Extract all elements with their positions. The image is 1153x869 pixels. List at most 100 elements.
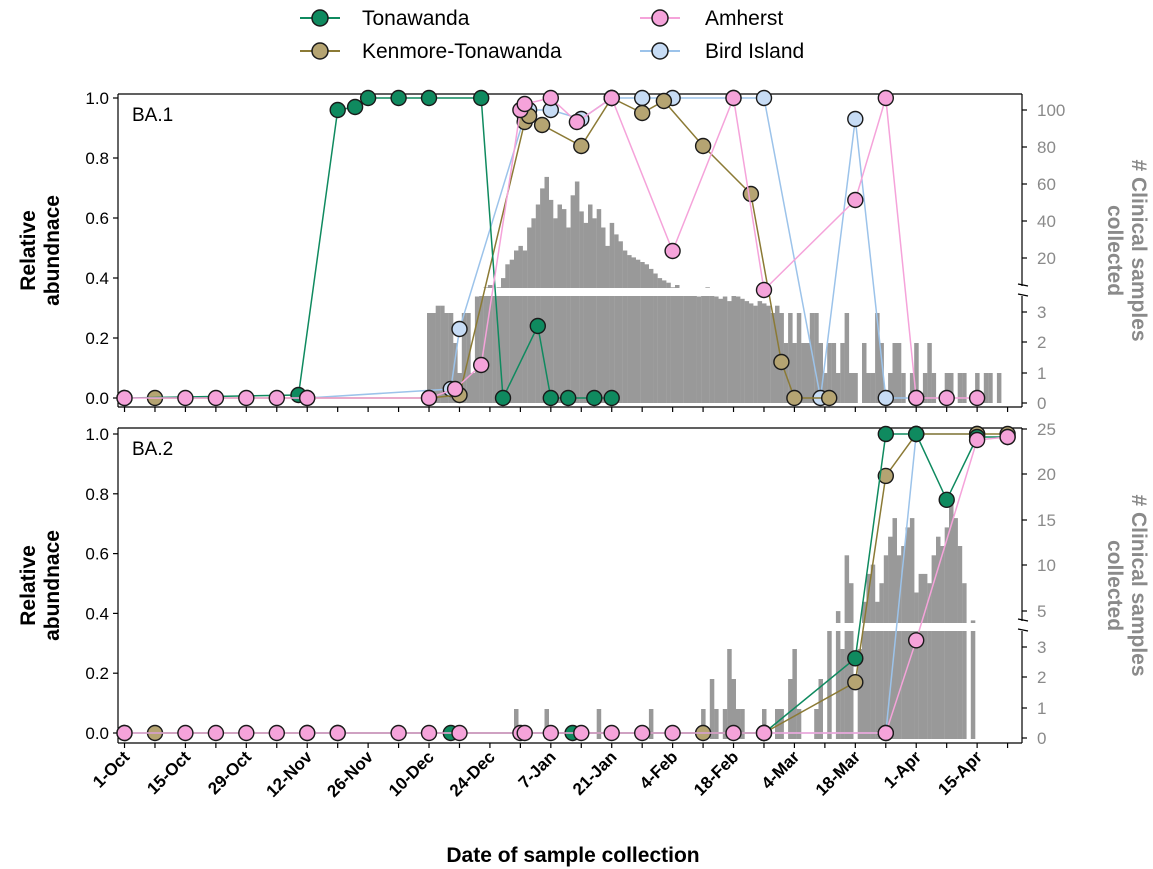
axis-break-band xyxy=(408,623,1022,631)
clinical-bar xyxy=(827,629,832,739)
y-tick-label: 0.2 xyxy=(85,329,109,348)
clinical-bar xyxy=(583,222,589,403)
data-point xyxy=(586,389,603,407)
data-point xyxy=(207,724,225,742)
right-tick-label: 2 xyxy=(1037,333,1046,352)
data-point xyxy=(773,353,790,371)
data-point xyxy=(299,724,316,742)
right-tick-label: 0 xyxy=(1037,729,1046,748)
clinical-bar xyxy=(866,573,871,739)
data-point xyxy=(999,428,1016,446)
clinical-bar xyxy=(901,373,906,403)
clinical-bar xyxy=(627,255,632,403)
data-point xyxy=(359,89,377,107)
clinical-bar xyxy=(557,204,562,403)
x-tick-label: 24-Dec xyxy=(446,747,499,800)
clinical-bar xyxy=(479,291,484,403)
x-tick-label: 10-Dec xyxy=(385,747,438,800)
legend-label-tonawanda: Tonawanda xyxy=(362,7,470,30)
data-point xyxy=(655,92,673,110)
clinical-bar xyxy=(844,555,850,739)
clinical-bar xyxy=(514,709,519,739)
right-axis-title: # Clinical samplescollected xyxy=(1103,159,1150,341)
right-tick-label: 20 xyxy=(1037,465,1056,484)
clinical-bar xyxy=(896,555,902,739)
data-point xyxy=(207,389,225,407)
clinical-bar xyxy=(818,343,823,403)
clinical-bar xyxy=(609,222,615,403)
clinical-bar xyxy=(922,573,928,739)
clinical-bar xyxy=(440,305,445,403)
x-axis-title: Date of sample collection xyxy=(446,844,699,867)
clinical-bar xyxy=(618,241,623,403)
clinical-bar xyxy=(914,592,919,739)
clinical-bar xyxy=(862,601,867,739)
clinical-bar xyxy=(666,282,671,403)
clinical-bar xyxy=(561,209,567,403)
data-point xyxy=(742,185,760,203)
clinical-bar xyxy=(875,313,880,403)
data-point xyxy=(542,389,559,407)
clinical-bar xyxy=(922,373,928,403)
clinical-bar xyxy=(931,373,937,403)
clinical-bar xyxy=(714,709,719,739)
data-point xyxy=(847,110,864,128)
clinical-bar xyxy=(453,343,458,403)
panel-ba2: 0.0 0.2 0.4 0.6 0.8 1.0 5 10 15 20 25 0 1 2 3 BA.2 Relat… xyxy=(17,420,1150,748)
clinical-bar xyxy=(474,296,480,403)
clinical-bar xyxy=(661,280,667,403)
y-tick-label: 1.0 xyxy=(85,425,109,444)
clinical-bar xyxy=(644,264,649,403)
legend-marker-tonawanda xyxy=(311,9,329,27)
clinical-bar xyxy=(975,373,980,403)
data-point xyxy=(451,724,468,742)
clinical-bar xyxy=(840,343,845,403)
right-tick-label: 2 xyxy=(1037,668,1046,687)
data-point xyxy=(694,137,712,155)
right-tick-label: 1 xyxy=(1037,364,1046,383)
y-tick-label: 0.0 xyxy=(85,389,109,408)
clinical-bar xyxy=(944,373,950,403)
x-tick-label: 15-Apr xyxy=(934,747,986,799)
series-amherst xyxy=(116,89,986,407)
clinical-bar xyxy=(862,343,867,403)
clinical-bar xyxy=(905,527,910,739)
x-tick-label: 4-Mar xyxy=(758,747,804,793)
clinical-bar xyxy=(835,611,841,739)
data-point xyxy=(847,191,864,209)
clinical-bar xyxy=(679,289,684,403)
clinical-bar xyxy=(614,234,619,403)
clinical-bar xyxy=(927,583,932,739)
clinical-bar xyxy=(757,301,763,403)
x-tick-label: 7-Jan xyxy=(515,747,560,792)
data-point xyxy=(908,425,925,443)
clinical-bar xyxy=(727,649,732,739)
clinical-bar xyxy=(631,257,636,403)
clinical-bar xyxy=(888,536,893,739)
data-point xyxy=(603,389,620,407)
clinical-bar xyxy=(535,204,541,403)
clinical-bar xyxy=(870,564,876,739)
x-tick-label: 12-Nov xyxy=(263,747,317,801)
clinical-bar xyxy=(509,259,515,403)
data-point xyxy=(420,89,438,107)
data-point xyxy=(968,431,986,449)
legend: Tonawanda Kenmore-Tonawanda Amherst Bird… xyxy=(300,7,804,63)
clinical-bar xyxy=(766,305,771,403)
data-point xyxy=(177,389,194,407)
clinical-bar xyxy=(909,373,915,403)
legend-marker-bird-island xyxy=(651,42,669,60)
legend-label-bird-island: Bird Island xyxy=(705,40,804,63)
right-tick-label: 15 xyxy=(1037,511,1056,530)
axis-break-band xyxy=(408,288,1022,296)
data-point xyxy=(299,389,316,407)
clinical-bar xyxy=(814,709,819,739)
clinical-bar xyxy=(648,268,654,403)
clinical-bar xyxy=(949,499,954,739)
clinical-bar xyxy=(944,527,950,739)
data-point xyxy=(116,724,133,742)
clinical-bar xyxy=(461,313,467,403)
clinical-bar xyxy=(657,278,663,403)
clinical-bar xyxy=(544,709,549,739)
clinical-bar xyxy=(740,298,745,403)
